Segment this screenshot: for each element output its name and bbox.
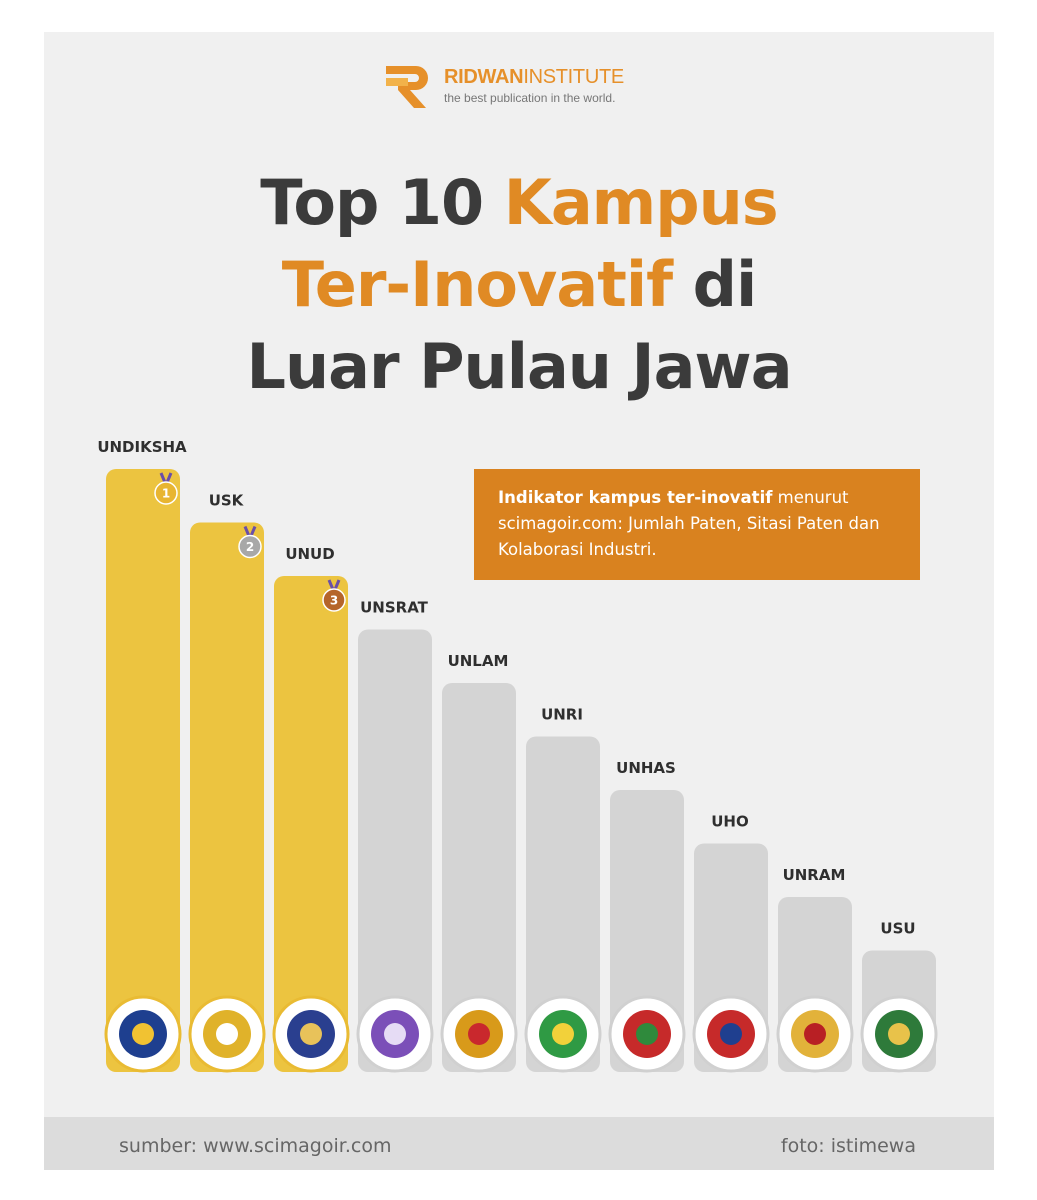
uho-logo-icon bbox=[692, 995, 770, 1073]
unram-logo-icon bbox=[776, 995, 854, 1073]
bar-label-unram: UNRAM bbox=[783, 866, 846, 884]
bar-unud bbox=[274, 576, 348, 1072]
bar-label-unhas: UNHAS bbox=[616, 759, 676, 777]
medal-1-number: 1 bbox=[162, 487, 170, 501]
bar-unlam bbox=[442, 683, 516, 1072]
usk-logo-icon bbox=[188, 995, 266, 1073]
ranking-chart: UNDIKSHA 1 USK 2 UNUD 3 UNSRAT UNLAM UNRI UNHAS UH… bbox=[97, 438, 938, 1073]
unud-logo-icon bbox=[272, 995, 350, 1073]
unhas-logo-icon bbox=[608, 995, 686, 1073]
source-credit: sumber: www.scimagoir.com bbox=[119, 1135, 392, 1157]
bar-undiksha bbox=[106, 469, 180, 1072]
undiksha-logo-icon bbox=[104, 995, 182, 1073]
ridwan-logo-icon bbox=[386, 66, 428, 108]
bar-label-unri: UNRI bbox=[541, 706, 583, 724]
brand-tagline: the best publication in the world. bbox=[444, 91, 616, 105]
bar-label-uho: UHO bbox=[711, 813, 749, 831]
unri-logo-icon bbox=[524, 995, 602, 1073]
bar-label-unlam: UNLAM bbox=[448, 652, 509, 670]
medal-3-icon bbox=[322, 579, 346, 612]
medal-3-number: 3 bbox=[330, 594, 338, 608]
bar-label-unud: UNUD bbox=[285, 545, 334, 563]
bar-unsrat bbox=[358, 629, 432, 1072]
brand-name: RIDWANINSTITUTE bbox=[444, 66, 624, 88]
indicator-note: Indikator kampus ter-inovatif menurut sc… bbox=[474, 469, 920, 580]
medal-1-icon bbox=[154, 472, 178, 505]
bar-label-usu: USU bbox=[880, 920, 915, 938]
medal-2-icon bbox=[238, 525, 262, 559]
brand: RIDWANINSTITUTE the best publication in … bbox=[382, 60, 682, 112]
bar-usk bbox=[190, 522, 264, 1072]
bar-label-unsrat: UNSRAT bbox=[360, 599, 429, 617]
bar-label-undiksha: UNDIKSHA bbox=[97, 438, 187, 456]
unlam-logo-icon bbox=[440, 995, 518, 1073]
bar-unri bbox=[526, 736, 600, 1072]
medal-2-number: 2 bbox=[246, 540, 254, 554]
page-title: Top 10 Kampus Ter-Inovatif di Luar Pulau… bbox=[246, 166, 792, 403]
usu-logo-icon bbox=[860, 995, 938, 1073]
footer: sumber: www.scimagoir.com foto: istimewa bbox=[44, 1117, 994, 1170]
bar-label-usk: USK bbox=[209, 492, 245, 510]
infographic-card: RIDWANINSTITUTE the best publication in … bbox=[44, 32, 994, 1170]
photo-credit: foto: istimewa bbox=[780, 1135, 916, 1157]
unsrat-logo-icon bbox=[356, 995, 434, 1073]
